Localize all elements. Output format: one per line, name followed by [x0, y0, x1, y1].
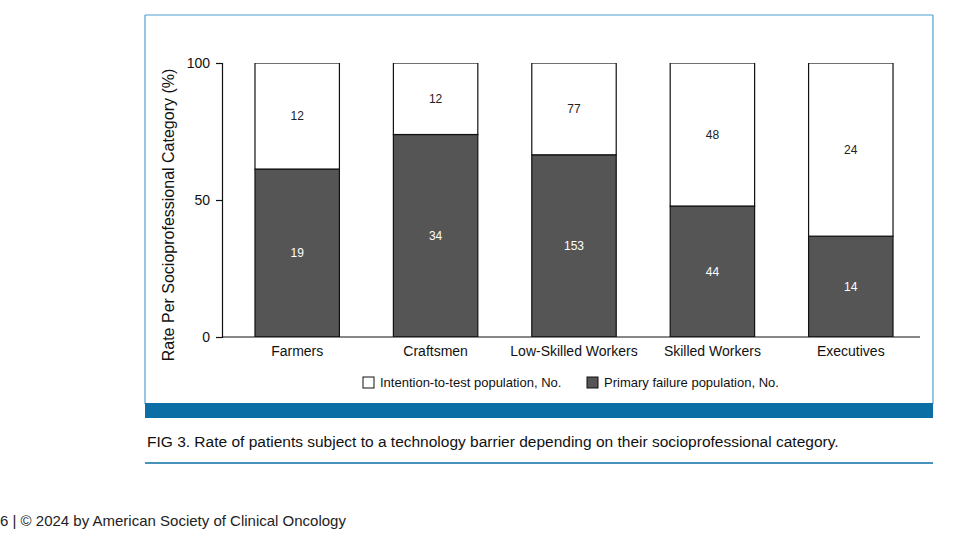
y-axis-line [216, 64, 223, 338]
bar-segment [809, 63, 893, 236]
x-axis-line [222, 336, 920, 337]
legend-swatch [587, 377, 598, 388]
frame-left [144, 15, 145, 404]
bar-segment [255, 169, 339, 337]
count-label: 34 [429, 229, 443, 243]
y-tick: 50 [194, 192, 222, 208]
legend-label: Primary failure population, No. [604, 375, 779, 390]
legend-swatch [363, 377, 374, 388]
bar-segment [393, 63, 477, 135]
frame-band [145, 403, 933, 418]
x-tick: Skilled Workers [664, 337, 761, 359]
count-label: 12 [291, 109, 305, 123]
figure: 19 34 153 44 14 12 12 77 48 24 0 50 100 Farmers Crafts… [0, 0, 960, 546]
y-tick-mark [216, 63, 222, 64]
y-tick-mark [216, 200, 222, 201]
footer: 6 | © 2024 by American Society of Clinic… [0, 512, 346, 529]
y-tick-label: 0 [202, 329, 210, 345]
frame-right [932, 15, 933, 404]
y-tick-label: 50 [194, 192, 210, 208]
frame-top [145, 14, 933, 15]
y-tick: 0 [202, 329, 222, 345]
caption: FIG 3. Rate of patients subject to a tec… [147, 433, 839, 450]
x-tick-label: Farmers [271, 343, 323, 359]
x-tick-label: Craftsmen [403, 343, 468, 359]
bar-segment [532, 63, 616, 155]
legend: Intention-to-test population, No. Primary… [363, 375, 779, 390]
x-tick-label: Low-Skilled Workers [510, 343, 637, 359]
x-tick: Low-Skilled Workers [510, 337, 637, 359]
count-label: 44 [706, 265, 720, 279]
caption-rule [145, 462, 933, 464]
x-tick: Farmers [271, 337, 323, 359]
bars [255, 63, 893, 337]
y-tick-mark [216, 337, 222, 338]
legend-item: Primary failure population, No. [587, 375, 779, 390]
count-label: 12 [429, 92, 443, 106]
count-label: 48 [706, 128, 720, 142]
y-tick: 100 [187, 55, 222, 71]
bar-segment [809, 236, 893, 337]
bar-segment [532, 155, 616, 337]
legend-item: Intention-to-test population, No. [363, 375, 561, 390]
count-label: 19 [291, 246, 305, 260]
count-label: 24 [844, 143, 858, 157]
bar-segment [670, 206, 754, 337]
y-axis-title: Rate Per Socioprofessional Category (%) [160, 69, 177, 362]
count-label: 153 [564, 239, 584, 253]
x-tick-label: Executives [817, 343, 885, 359]
count-label: 14 [844, 280, 858, 294]
y-axis: 0 50 100 [187, 55, 223, 345]
bar-segment [670, 63, 754, 206]
bar-segment [393, 135, 477, 337]
x-tick: Craftsmen [403, 337, 468, 359]
count-label: 77 [567, 102, 581, 116]
bar-segment [255, 63, 339, 169]
legend-label: Intention-to-test population, No. [380, 375, 561, 390]
x-tick-label: Skilled Workers [664, 343, 761, 359]
y-tick-label: 100 [187, 55, 211, 71]
x-axis: Farmers Craftsmen Low-Skilled Workers Skill… [222, 337, 920, 359]
count-labels: 19 34 153 44 14 12 12 77 48 24 [291, 92, 858, 294]
x-tick: Executives [817, 337, 885, 359]
